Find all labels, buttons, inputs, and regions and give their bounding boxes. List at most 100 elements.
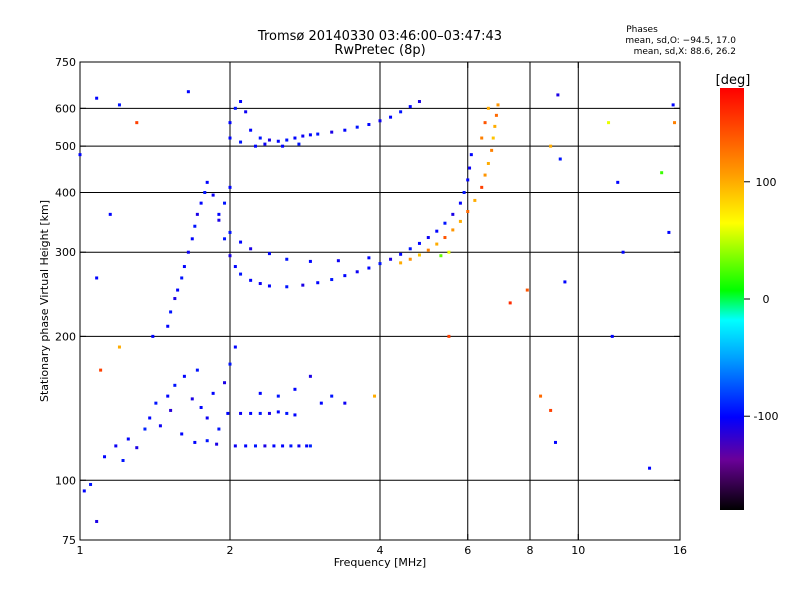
data-point xyxy=(180,276,184,280)
data-point xyxy=(228,121,232,125)
data-point xyxy=(228,254,232,258)
data-point xyxy=(173,383,177,387)
data-point xyxy=(660,171,664,175)
data-point xyxy=(367,266,371,270)
data-point xyxy=(480,185,484,189)
data-point xyxy=(239,140,243,144)
data-point xyxy=(355,125,359,129)
data-point xyxy=(276,139,280,143)
colorbar-tick-label: -100 xyxy=(754,410,779,423)
data-point xyxy=(215,442,219,446)
data-point xyxy=(239,100,243,104)
data-point xyxy=(330,394,334,398)
data-point xyxy=(95,519,99,523)
data-point xyxy=(233,106,237,110)
data-point xyxy=(305,444,309,448)
data-point xyxy=(316,132,320,136)
data-point xyxy=(493,124,497,128)
data-point xyxy=(616,180,620,184)
data-point xyxy=(399,261,403,265)
data-point xyxy=(549,144,553,148)
data-point xyxy=(417,241,421,245)
data-point xyxy=(417,253,421,257)
data-point xyxy=(451,228,455,232)
data-point xyxy=(378,119,382,123)
data-point xyxy=(293,136,297,140)
data-point xyxy=(276,394,280,398)
stats-line-x: mean, sd,X: 88.6, 26.2 xyxy=(634,47,736,57)
data-point xyxy=(205,180,209,184)
grid-lines xyxy=(80,62,680,540)
data-point xyxy=(267,284,271,288)
x-tick-label: 6 xyxy=(464,544,471,557)
data-point xyxy=(330,130,334,134)
data-point xyxy=(468,166,472,170)
x-tick-label: 1 xyxy=(77,544,84,557)
data-point xyxy=(276,410,280,414)
data-point xyxy=(671,103,675,107)
data-point xyxy=(199,405,203,409)
data-point xyxy=(285,285,289,289)
data-point xyxy=(121,458,125,462)
data-point xyxy=(78,153,82,157)
data-point xyxy=(103,455,107,459)
data-point xyxy=(176,288,180,292)
data-point xyxy=(233,444,237,448)
data-point xyxy=(607,121,611,125)
x-tick-label: 2 xyxy=(227,544,234,557)
chart-title: Tromsø 20140330 03:46:00–03:47:43 xyxy=(257,29,502,44)
data-point xyxy=(258,136,262,140)
data-point xyxy=(480,136,484,140)
data-point xyxy=(258,282,262,286)
data-point xyxy=(443,221,447,225)
data-point xyxy=(244,444,248,448)
data-point xyxy=(267,138,271,142)
data-point xyxy=(435,242,439,246)
chart-subtitle: RwPretec (8p) xyxy=(334,43,425,58)
data-point xyxy=(293,387,297,391)
data-point xyxy=(190,397,194,401)
x-tick-label: 10 xyxy=(571,544,585,557)
data-point xyxy=(355,270,359,274)
data-point xyxy=(205,416,209,420)
data-point xyxy=(249,411,253,415)
data-point xyxy=(483,121,487,125)
data-point xyxy=(151,334,155,338)
x-axis-label: Frequency [MHz] xyxy=(334,556,426,569)
data-point xyxy=(285,138,289,142)
data-point xyxy=(301,134,305,138)
data-point xyxy=(285,411,289,415)
data-point xyxy=(556,93,560,97)
data-point xyxy=(253,144,257,148)
data-point xyxy=(648,466,652,470)
y-tick-label: 400 xyxy=(55,186,76,199)
data-point xyxy=(169,408,173,412)
data-point xyxy=(173,297,177,301)
y-tick-label: 100 xyxy=(55,474,76,487)
data-point xyxy=(95,276,99,280)
data-point xyxy=(308,374,312,378)
data-point xyxy=(249,278,253,282)
data-point xyxy=(169,310,173,314)
data-point xyxy=(469,153,473,157)
data-point xyxy=(539,394,543,398)
data-point xyxy=(217,212,221,216)
data-point xyxy=(343,274,347,278)
data-point xyxy=(336,259,340,263)
data-point xyxy=(211,391,215,395)
data-point xyxy=(343,128,347,132)
data-point xyxy=(281,444,285,448)
data-point xyxy=(239,411,243,415)
data-point xyxy=(263,444,267,448)
data-point xyxy=(228,230,232,234)
y-tick-label: 600 xyxy=(55,102,76,115)
data-point xyxy=(297,444,301,448)
data-point xyxy=(95,96,99,100)
data-point xyxy=(143,427,147,431)
data-point xyxy=(135,446,139,450)
data-point xyxy=(117,103,121,107)
data-point xyxy=(226,411,230,415)
stats-line-o: mean, sd,O: −94.5, 17.0 xyxy=(625,36,736,46)
data-point xyxy=(108,212,112,216)
